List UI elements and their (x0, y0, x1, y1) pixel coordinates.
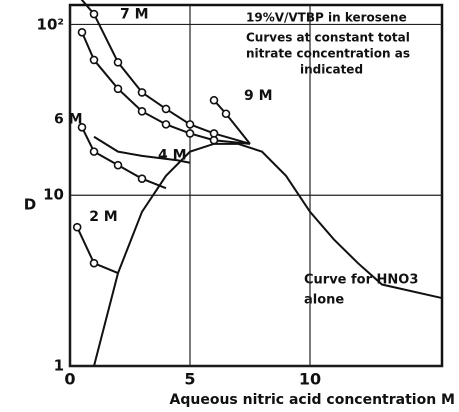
data-point (161, 104, 171, 114)
curve (213, 99, 251, 145)
data-point (89, 9, 99, 19)
data-point (77, 122, 87, 132)
annotation: nitrate concentration as (246, 47, 410, 61)
data-point (221, 109, 231, 119)
data-point (113, 84, 123, 94)
x-tick-label: 0 (64, 370, 75, 389)
data-point (185, 120, 195, 129)
series-label: 9 M (244, 88, 273, 104)
annotation-box (300, 268, 410, 314)
annotation: indicated (300, 63, 363, 77)
data-point (113, 58, 123, 67)
data-point (209, 135, 219, 145)
data-point (113, 160, 123, 170)
data-point (89, 55, 99, 65)
data-point (89, 147, 99, 156)
series-label: 6 M (54, 111, 83, 127)
annotation: Curves at constant total (246, 31, 410, 45)
curve (76, 226, 119, 275)
data-point (209, 95, 219, 105)
data-point (89, 258, 99, 268)
annotation: Curve for HNO3 (304, 273, 418, 288)
x-tick-label: 5 (184, 370, 195, 389)
y-tick-label: 1 (54, 357, 64, 375)
data-point (137, 174, 147, 183)
data-point (77, 27, 87, 37)
data-point (137, 107, 147, 116)
annotation: 19%V/VTBP in kerosene (246, 11, 407, 25)
y-axis-label: D (24, 196, 36, 214)
data-point (161, 120, 171, 129)
legend-box (238, 8, 438, 93)
series-label: 4 M (158, 148, 187, 164)
y-tick-label: 10² (37, 16, 64, 34)
series-label: 2 M (89, 209, 118, 225)
annotation: alone (304, 293, 344, 308)
series-label: 7 M (120, 6, 149, 22)
data-point (185, 129, 195, 138)
data-point (72, 222, 82, 232)
curve (93, 135, 191, 164)
curve (93, 142, 443, 367)
data-point (137, 88, 147, 97)
x-axis-label: Aqueous nitric acid concentration M (170, 392, 455, 408)
x-tick-label: 10 (299, 370, 321, 389)
y-tick-label: 10 (43, 186, 64, 204)
